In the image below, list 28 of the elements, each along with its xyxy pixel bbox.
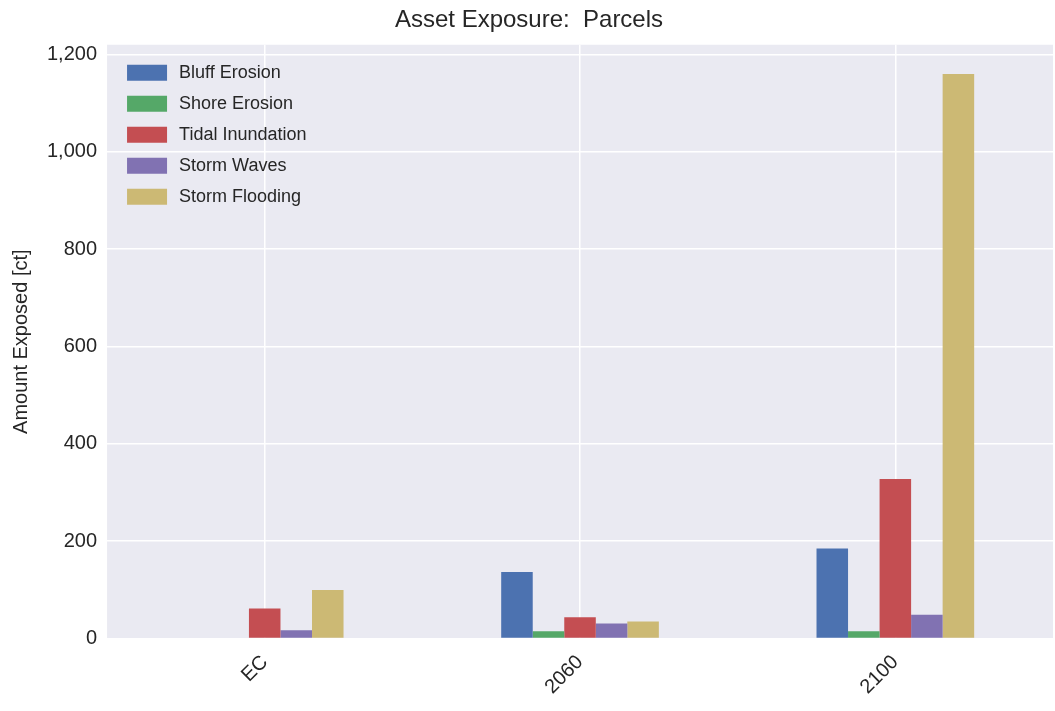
bar — [911, 614, 943, 638]
legend-label: Storm Flooding — [179, 185, 302, 206]
legend-label: Tidal Inundation — [179, 123, 307, 144]
y-tick-label: 400 — [63, 431, 98, 454]
bar — [501, 571, 533, 638]
bar — [942, 74, 975, 638]
bar — [532, 631, 565, 638]
y-tick-label: 1,000 — [46, 139, 98, 162]
y-tick-label: 1,200 — [46, 42, 98, 65]
bar — [879, 478, 912, 638]
y-tick-label: 0 — [85, 626, 98, 649]
y-tick-label: 600 — [63, 334, 98, 357]
bar — [280, 630, 313, 638]
bar — [595, 623, 628, 638]
chart-title: Asset Exposure: Parcels — [394, 5, 664, 33]
legend-label: Storm Waves — [179, 154, 287, 175]
y-tick-label: 800 — [63, 236, 98, 259]
x-tick-label: EC — [236, 650, 272, 686]
bar — [848, 631, 880, 638]
y-tick-label: 200 — [63, 528, 98, 551]
bar — [627, 621, 659, 638]
bar — [248, 608, 281, 638]
bar — [312, 589, 344, 638]
bar — [816, 548, 849, 638]
bar — [564, 617, 596, 638]
legend-label: Bluff Erosion — [179, 61, 281, 82]
legend-label: Shore Erosion — [179, 92, 294, 113]
y-axis-title: Amount Exposed [ct] — [8, 249, 31, 434]
